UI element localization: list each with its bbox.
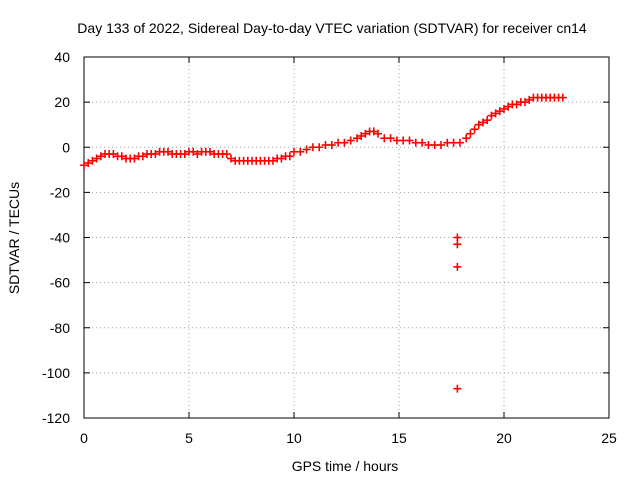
y-tick-label: 20 [54, 94, 70, 110]
x-tick-label: 10 [286, 430, 302, 446]
data-point [466, 129, 475, 138]
data-point [327, 140, 336, 149]
data-point [151, 150, 160, 159]
data-point [455, 138, 464, 147]
chart-title: Day 133 of 2022, Sidereal Day-to-day VTE… [77, 20, 587, 36]
x-tick-label: 0 [80, 430, 88, 446]
data-point [479, 118, 487, 127]
y-tick-label: -20 [50, 184, 70, 200]
data-point [369, 127, 378, 136]
data-point [453, 262, 462, 271]
data-point [512, 100, 521, 109]
data-point [222, 150, 231, 159]
data-point [227, 154, 235, 163]
data-point [437, 140, 445, 149]
data-point [500, 104, 508, 113]
data-point [361, 129, 370, 138]
data-point [405, 136, 414, 145]
data-point [462, 134, 471, 143]
data-point [315, 143, 324, 152]
data-point [189, 147, 198, 156]
data-point [357, 131, 366, 140]
x-tick-label: 20 [496, 430, 512, 446]
data-point [374, 129, 382, 138]
data-point [96, 152, 105, 161]
plot-frame [83, 56, 610, 419]
y-tick-label: -40 [50, 230, 70, 246]
data-point [487, 111, 496, 120]
data-point [88, 156, 97, 165]
data-point [164, 147, 172, 156]
data-point [525, 95, 534, 104]
data-point [193, 150, 202, 159]
data-point [302, 145, 311, 154]
x-tick-label: 15 [391, 430, 407, 446]
data-point [296, 147, 305, 156]
data-point [80, 161, 88, 170]
data-point [453, 233, 462, 242]
data-point [491, 109, 500, 118]
x-tick-label: 25 [601, 430, 617, 446]
y-tick-label: -100 [42, 365, 70, 381]
y-tick-label: -120 [42, 410, 70, 426]
data-point [470, 125, 479, 134]
data-point [138, 152, 147, 161]
axis-ticks: 0 5 10 15 20 25 -120 -100 -80 -60 -40 -20 0 20 40 [42, 49, 617, 446]
y-axis-label: SDTVAR / TECUs [6, 182, 22, 294]
data-point [130, 154, 139, 163]
data-point [353, 134, 361, 143]
data-point [483, 116, 492, 125]
y-tick-label: 40 [54, 49, 70, 65]
data-point [558, 93, 567, 102]
data-point [453, 384, 462, 393]
x-tick-label: 5 [185, 430, 193, 446]
data-point [84, 159, 93, 168]
data-point [521, 98, 529, 107]
data-point [418, 138, 427, 147]
data-point [109, 150, 118, 159]
data-point [386, 134, 395, 143]
data-point [117, 152, 126, 161]
data-point [92, 154, 101, 163]
data-point [495, 107, 504, 116]
data-point [180, 150, 189, 159]
data-point [453, 240, 462, 249]
data-point [285, 152, 294, 161]
data-point [504, 102, 513, 111]
data-point [277, 154, 286, 163]
data-point [206, 147, 214, 156]
grid-lines [84, 57, 609, 418]
data-point [474, 120, 483, 129]
data-point [269, 156, 277, 165]
y-tick-label: -80 [50, 320, 70, 336]
x-axis-label: GPS time / hours [292, 458, 399, 474]
y-tick-label: 0 [62, 139, 70, 155]
data-point [346, 136, 355, 145]
data-point [340, 138, 349, 147]
data-series [80, 93, 567, 393]
y-tick-label: -60 [50, 275, 70, 291]
